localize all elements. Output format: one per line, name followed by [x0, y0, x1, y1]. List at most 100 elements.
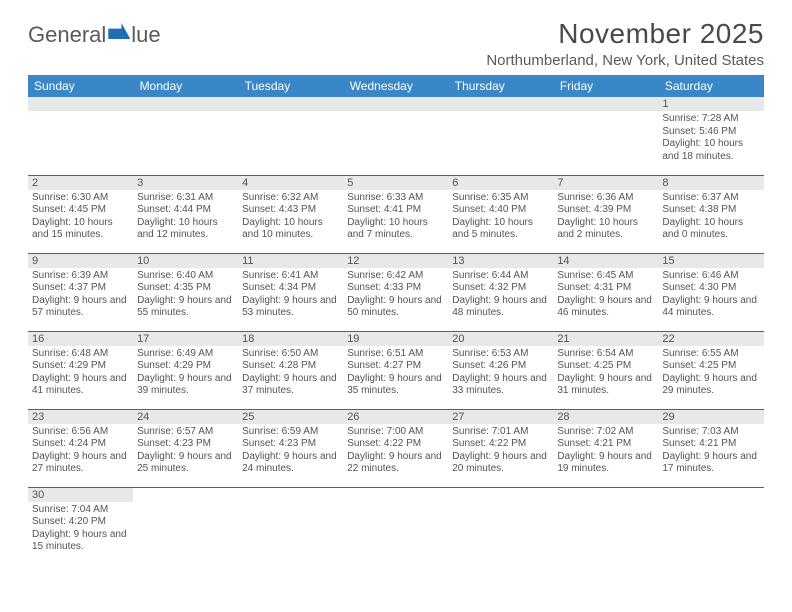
calendar-cell	[133, 487, 238, 565]
calendar-cell: 1Sunrise: 7:28 AMSunset: 5:46 PMDaylight…	[658, 97, 763, 175]
calendar-row: 16Sunrise: 6:48 AMSunset: 4:29 PMDayligh…	[28, 331, 764, 409]
calendar-cell	[448, 97, 553, 175]
day-details: Sunrise: 7:03 AMSunset: 4:21 PMDaylight:…	[658, 424, 763, 480]
calendar-cell: 10Sunrise: 6:40 AMSunset: 4:35 PMDayligh…	[133, 253, 238, 331]
day-details: Sunrise: 6:59 AMSunset: 4:23 PMDaylight:…	[238, 424, 343, 480]
day-number: 13	[448, 254, 553, 268]
day-details: Sunrise: 6:57 AMSunset: 4:23 PMDaylight:…	[133, 424, 238, 480]
day-number: 18	[238, 332, 343, 346]
calendar-cell	[553, 97, 658, 175]
calendar-row: 1Sunrise: 7:28 AMSunset: 5:46 PMDaylight…	[28, 97, 764, 175]
logo-text-2: lue	[131, 22, 160, 48]
calendar-cell	[28, 97, 133, 175]
day-details: Sunrise: 6:40 AMSunset: 4:35 PMDaylight:…	[133, 268, 238, 324]
day-details: Sunrise: 7:28 AMSunset: 5:46 PMDaylight:…	[658, 111, 763, 167]
day-number: 2	[28, 176, 133, 190]
calendar-cell: 28Sunrise: 7:02 AMSunset: 4:21 PMDayligh…	[553, 409, 658, 487]
day-number: 17	[133, 332, 238, 346]
weekday-sat: Saturday	[658, 75, 763, 97]
day-number: 6	[448, 176, 553, 190]
day-number: 28	[553, 410, 658, 424]
calendar-cell: 29Sunrise: 7:03 AMSunset: 4:21 PMDayligh…	[658, 409, 763, 487]
calendar-cell: 21Sunrise: 6:54 AMSunset: 4:25 PMDayligh…	[553, 331, 658, 409]
day-number: 12	[343, 254, 448, 268]
month-title: November 2025	[486, 18, 764, 50]
day-details: Sunrise: 6:53 AMSunset: 4:26 PMDaylight:…	[448, 346, 553, 402]
day-details: Sunrise: 6:32 AMSunset: 4:43 PMDaylight:…	[238, 190, 343, 246]
day-number: 1	[658, 97, 763, 111]
header: General lue November 2025 Northumberland…	[28, 18, 764, 69]
calendar-cell	[238, 97, 343, 175]
calendar-cell: 17Sunrise: 6:49 AMSunset: 4:29 PMDayligh…	[133, 331, 238, 409]
calendar-cell: 11Sunrise: 6:41 AMSunset: 4:34 PMDayligh…	[238, 253, 343, 331]
calendar-row: 2Sunrise: 6:30 AMSunset: 4:45 PMDaylight…	[28, 175, 764, 253]
calendar-cell: 16Sunrise: 6:48 AMSunset: 4:29 PMDayligh…	[28, 331, 133, 409]
day-details: Sunrise: 7:00 AMSunset: 4:22 PMDaylight:…	[343, 424, 448, 480]
day-number: 21	[553, 332, 658, 346]
day-number: 9	[28, 254, 133, 268]
calendar-cell: 5Sunrise: 6:33 AMSunset: 4:41 PMDaylight…	[343, 175, 448, 253]
calendar-cell: 7Sunrise: 6:36 AMSunset: 4:39 PMDaylight…	[553, 175, 658, 253]
calendar-cell: 25Sunrise: 6:59 AMSunset: 4:23 PMDayligh…	[238, 409, 343, 487]
day-number: 16	[28, 332, 133, 346]
calendar-cell: 24Sunrise: 6:57 AMSunset: 4:23 PMDayligh…	[133, 409, 238, 487]
day-number: 23	[28, 410, 133, 424]
calendar-cell: 3Sunrise: 6:31 AMSunset: 4:44 PMDaylight…	[133, 175, 238, 253]
day-details: Sunrise: 7:02 AMSunset: 4:21 PMDaylight:…	[553, 424, 658, 480]
title-block: November 2025 Northumberland, New York, …	[486, 18, 764, 69]
day-details: Sunrise: 6:30 AMSunset: 4:45 PMDaylight:…	[28, 190, 133, 246]
day-number: 5	[343, 176, 448, 190]
calendar-cell: 9Sunrise: 6:39 AMSunset: 4:37 PMDaylight…	[28, 253, 133, 331]
weekday-tue: Tuesday	[238, 75, 343, 97]
calendar-cell: 8Sunrise: 6:37 AMSunset: 4:38 PMDaylight…	[658, 175, 763, 253]
day-details: Sunrise: 6:37 AMSunset: 4:38 PMDaylight:…	[658, 190, 763, 246]
day-details: Sunrise: 7:04 AMSunset: 4:20 PMDaylight:…	[28, 502, 133, 558]
day-number: 7	[553, 176, 658, 190]
day-details: Sunrise: 6:51 AMSunset: 4:27 PMDaylight:…	[343, 346, 448, 402]
calendar-cell: 19Sunrise: 6:51 AMSunset: 4:27 PMDayligh…	[343, 331, 448, 409]
calendar-cell	[133, 97, 238, 175]
calendar-row: 23Sunrise: 6:56 AMSunset: 4:24 PMDayligh…	[28, 409, 764, 487]
day-number: 24	[133, 410, 238, 424]
calendar-table: Sunday Monday Tuesday Wednesday Thursday…	[28, 75, 764, 565]
logo-text-1: General	[28, 22, 106, 48]
weekday-sun: Sunday	[28, 75, 133, 97]
day-details: Sunrise: 6:44 AMSunset: 4:32 PMDaylight:…	[448, 268, 553, 324]
calendar-cell	[448, 487, 553, 565]
weekday-thu: Thursday	[448, 75, 553, 97]
calendar-cell	[343, 487, 448, 565]
day-details: Sunrise: 6:31 AMSunset: 4:44 PMDaylight:…	[133, 190, 238, 246]
calendar-cell: 14Sunrise: 6:45 AMSunset: 4:31 PMDayligh…	[553, 253, 658, 331]
calendar-cell: 30Sunrise: 7:04 AMSunset: 4:20 PMDayligh…	[28, 487, 133, 565]
day-number: 29	[658, 410, 763, 424]
weekday-mon: Monday	[133, 75, 238, 97]
day-number: 11	[238, 254, 343, 268]
calendar-cell: 20Sunrise: 6:53 AMSunset: 4:26 PMDayligh…	[448, 331, 553, 409]
day-details: Sunrise: 6:56 AMSunset: 4:24 PMDaylight:…	[28, 424, 133, 480]
calendar-cell	[343, 97, 448, 175]
location-text: Northumberland, New York, United States	[486, 52, 764, 69]
calendar-cell	[658, 487, 763, 565]
calendar-cell: 12Sunrise: 6:42 AMSunset: 4:33 PMDayligh…	[343, 253, 448, 331]
calendar-cell: 13Sunrise: 6:44 AMSunset: 4:32 PMDayligh…	[448, 253, 553, 331]
day-number: 8	[658, 176, 763, 190]
weekday-fri: Friday	[553, 75, 658, 97]
day-number: 20	[448, 332, 553, 346]
logo-flag-icon	[108, 23, 130, 39]
day-details: Sunrise: 6:46 AMSunset: 4:30 PMDaylight:…	[658, 268, 763, 324]
day-number: 30	[28, 488, 133, 502]
day-number: 26	[343, 410, 448, 424]
day-details: Sunrise: 6:42 AMSunset: 4:33 PMDaylight:…	[343, 268, 448, 324]
weekday-header-row: Sunday Monday Tuesday Wednesday Thursday…	[28, 75, 764, 97]
day-number: 10	[133, 254, 238, 268]
calendar-cell: 6Sunrise: 6:35 AMSunset: 4:40 PMDaylight…	[448, 175, 553, 253]
day-number: 14	[553, 254, 658, 268]
calendar-cell: 22Sunrise: 6:55 AMSunset: 4:25 PMDayligh…	[658, 331, 763, 409]
day-details: Sunrise: 7:01 AMSunset: 4:22 PMDaylight:…	[448, 424, 553, 480]
day-details: Sunrise: 6:36 AMSunset: 4:39 PMDaylight:…	[553, 190, 658, 246]
day-number: 4	[238, 176, 343, 190]
day-details: Sunrise: 6:48 AMSunset: 4:29 PMDaylight:…	[28, 346, 133, 402]
calendar-row: 9Sunrise: 6:39 AMSunset: 4:37 PMDaylight…	[28, 253, 764, 331]
day-details: Sunrise: 6:33 AMSunset: 4:41 PMDaylight:…	[343, 190, 448, 246]
day-number: 27	[448, 410, 553, 424]
